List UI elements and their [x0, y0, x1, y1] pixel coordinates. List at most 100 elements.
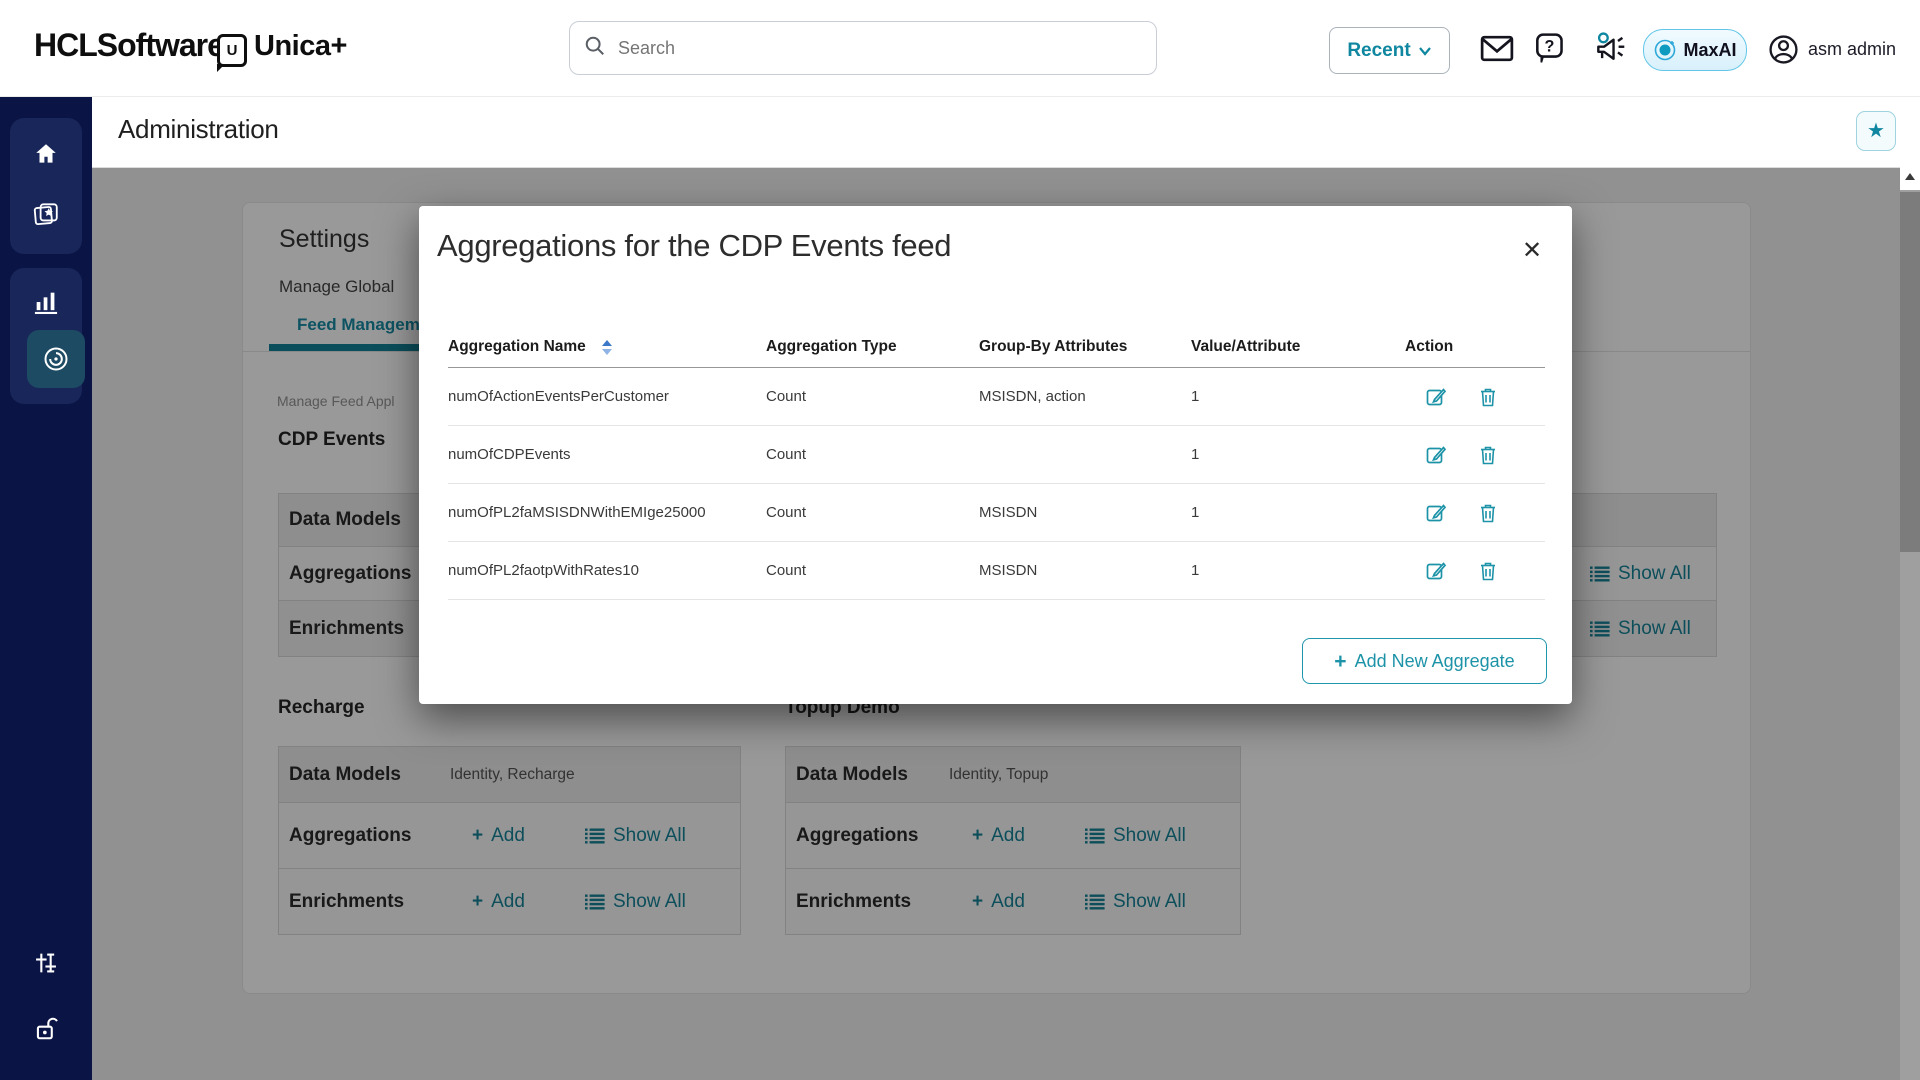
- cell-group-by: MSISDN, action: [979, 367, 1191, 426]
- topup-row-data-models: Data Models Identity, Topup: [785, 746, 1241, 803]
- favorite-button[interactable]: ★: [1856, 111, 1896, 151]
- delete-icon[interactable]: [1478, 502, 1498, 524]
- list-icon: [1590, 566, 1610, 581]
- recharge-aggregations-show-all[interactable]: Show All: [585, 825, 686, 847]
- vertical-scrollbar[interactable]: [1900, 162, 1920, 1080]
- plus-icon: +: [972, 891, 984, 912]
- scrollbar-thumb[interactable]: [1900, 192, 1920, 552]
- col-group-by-attributes: Group-By Attributes: [979, 327, 1191, 368]
- edit-icon[interactable]: [1425, 560, 1447, 582]
- cdp-aggregations-show-all[interactable]: Show All: [1590, 563, 1691, 585]
- page-header-bar: Administration ★: [92, 96, 1920, 168]
- recharge-feed-card: Recharge Data Models Identity, Recharge …: [278, 697, 741, 938]
- edit-icon[interactable]: [1425, 502, 1447, 524]
- list-icon: [1085, 828, 1105, 843]
- maxai-icon: [1653, 38, 1677, 62]
- topup-row-enrichments: Enrichments + Add Show All: [785, 868, 1241, 935]
- sidebar-item-settings[interactable]: [0, 935, 92, 991]
- cell-value: 1: [1191, 425, 1405, 484]
- sidebar-item-home[interactable]: [10, 126, 82, 182]
- sidebar-group-analytics: [10, 268, 85, 404]
- announcement-megaphone-icon[interactable]: [1591, 28, 1631, 68]
- cell-value: 1: [1191, 541, 1405, 600]
- help-icon[interactable]: ?: [1534, 31, 1566, 65]
- add-new-aggregate-button[interactable]: + Add New Aggregate: [1302, 638, 1547, 684]
- aggregations-modal: Aggregations for the CDP Events feed ✕ A…: [419, 206, 1572, 704]
- tab-feed-management[interactable]: Feed Managem: [297, 315, 420, 334]
- cell-group-by: MSISDN: [979, 541, 1191, 600]
- row-label-enrichments: Enrichments: [289, 617, 405, 639]
- plus-icon: +: [472, 891, 484, 912]
- col-value-attribute: Value/Attribute: [1191, 327, 1405, 368]
- table-row: numOfCDPEvents Count 1: [448, 425, 1545, 484]
- modal-title: Aggregations for the CDP Events feed: [437, 228, 952, 263]
- sidebar-item-unlock[interactable]: [0, 1001, 92, 1057]
- topup-aggregations-add[interactable]: + Add: [972, 824, 1025, 846]
- brand-rest: Software: [96, 27, 225, 63]
- chevron-down-icon: [1418, 40, 1432, 62]
- star-icon: ★: [1867, 120, 1885, 142]
- product-name: Unica+: [254, 30, 347, 62]
- delete-icon[interactable]: [1478, 560, 1498, 582]
- row-label-data-models: Data Models: [289, 509, 401, 530]
- topup-data-models-value: Identity, Topup: [949, 765, 1049, 783]
- recent-label: Recent: [1347, 39, 1411, 61]
- col-aggregation-type: Aggregation Type: [766, 327, 979, 368]
- recharge-data-models-value: Identity, Recharge: [450, 765, 575, 783]
- recent-dropdown[interactable]: Recent: [1329, 27, 1450, 74]
- list-icon: [1085, 894, 1105, 909]
- edit-icon[interactable]: [1425, 444, 1447, 466]
- close-icon[interactable]: ✕: [1521, 236, 1543, 264]
- plus-icon: +: [472, 825, 484, 846]
- col-aggregation-name[interactable]: Aggregation Name: [448, 327, 766, 368]
- cell-name: numOfPL2faMSISDNWithEMIge25000: [448, 483, 766, 542]
- sidebar-item-reports[interactable]: [10, 274, 82, 330]
- scroll-up-button[interactable]: [1900, 162, 1920, 190]
- sort-icon[interactable]: [601, 339, 612, 355]
- edit-icon[interactable]: [1425, 386, 1447, 408]
- user-name: asm admin: [1808, 38, 1897, 59]
- sidebar-item-cdp-selected[interactable]: [27, 330, 85, 388]
- maxai-button[interactable]: MaxAI: [1643, 29, 1747, 71]
- svg-text:?: ?: [1544, 37, 1554, 55]
- topup-row-aggregations: Aggregations + Add Show All: [785, 802, 1241, 869]
- scroll-up-arrow-icon: [1905, 172, 1915, 180]
- recharge-row-enrichments: Enrichments + Add Show All: [278, 868, 741, 935]
- cell-value: 1: [1191, 483, 1405, 542]
- list-icon: [1590, 621, 1610, 636]
- table-row: numOfPL2faotpWithRates10 Count MSISDN 1: [448, 541, 1545, 600]
- page-title: Administration: [118, 114, 279, 144]
- delete-icon[interactable]: [1478, 386, 1498, 408]
- delete-icon[interactable]: [1478, 444, 1498, 466]
- topup-enrichments-show-all[interactable]: Show All: [1085, 891, 1186, 913]
- sidebar-group-top: [10, 118, 82, 254]
- recharge-aggregations-add[interactable]: + Add: [472, 824, 525, 846]
- user-menu[interactable]: asm admin: [1768, 30, 1896, 68]
- row-label-aggregations: Aggregations: [289, 562, 412, 584]
- mail-icon[interactable]: [1478, 33, 1516, 63]
- global-search[interactable]: [569, 21, 1157, 75]
- recharge-title: Recharge: [278, 697, 365, 718]
- cell-name: numOfActionEventsPerCustomer: [448, 367, 766, 426]
- maxai-label: MaxAI: [1683, 39, 1737, 60]
- recharge-enrichments-show-all[interactable]: Show All: [585, 891, 686, 913]
- cdp-enrichments-show-all[interactable]: Show All: [1590, 618, 1691, 640]
- search-icon: [584, 35, 606, 62]
- col-action: Action: [1405, 327, 1545, 368]
- plus-icon: +: [972, 825, 984, 846]
- table-header-row: Aggregation Name Aggregation Type Group-…: [448, 327, 1545, 368]
- cdp-events-title: CDP Events: [278, 429, 386, 450]
- active-tab-indicator: [269, 344, 439, 351]
- topup-aggregations-show-all[interactable]: Show All: [1085, 825, 1186, 847]
- sidebar-item-offers[interactable]: [10, 186, 82, 242]
- cell-group-by: MSISDN: [979, 483, 1191, 542]
- cell-type: Count: [766, 541, 979, 600]
- cell-value: 1: [1191, 367, 1405, 426]
- search-input[interactable]: [616, 36, 1142, 60]
- recharge-enrichments-add[interactable]: + Add: [472, 890, 525, 912]
- list-icon: [585, 894, 605, 909]
- brand-bold: HCL: [34, 27, 98, 63]
- aggregations-table: Aggregation Name Aggregation Type Group-…: [448, 327, 1545, 600]
- top-header: HCLSoftware U Unica+ Recent: [0, 0, 1920, 97]
- topup-enrichments-add[interactable]: + Add: [972, 890, 1025, 912]
